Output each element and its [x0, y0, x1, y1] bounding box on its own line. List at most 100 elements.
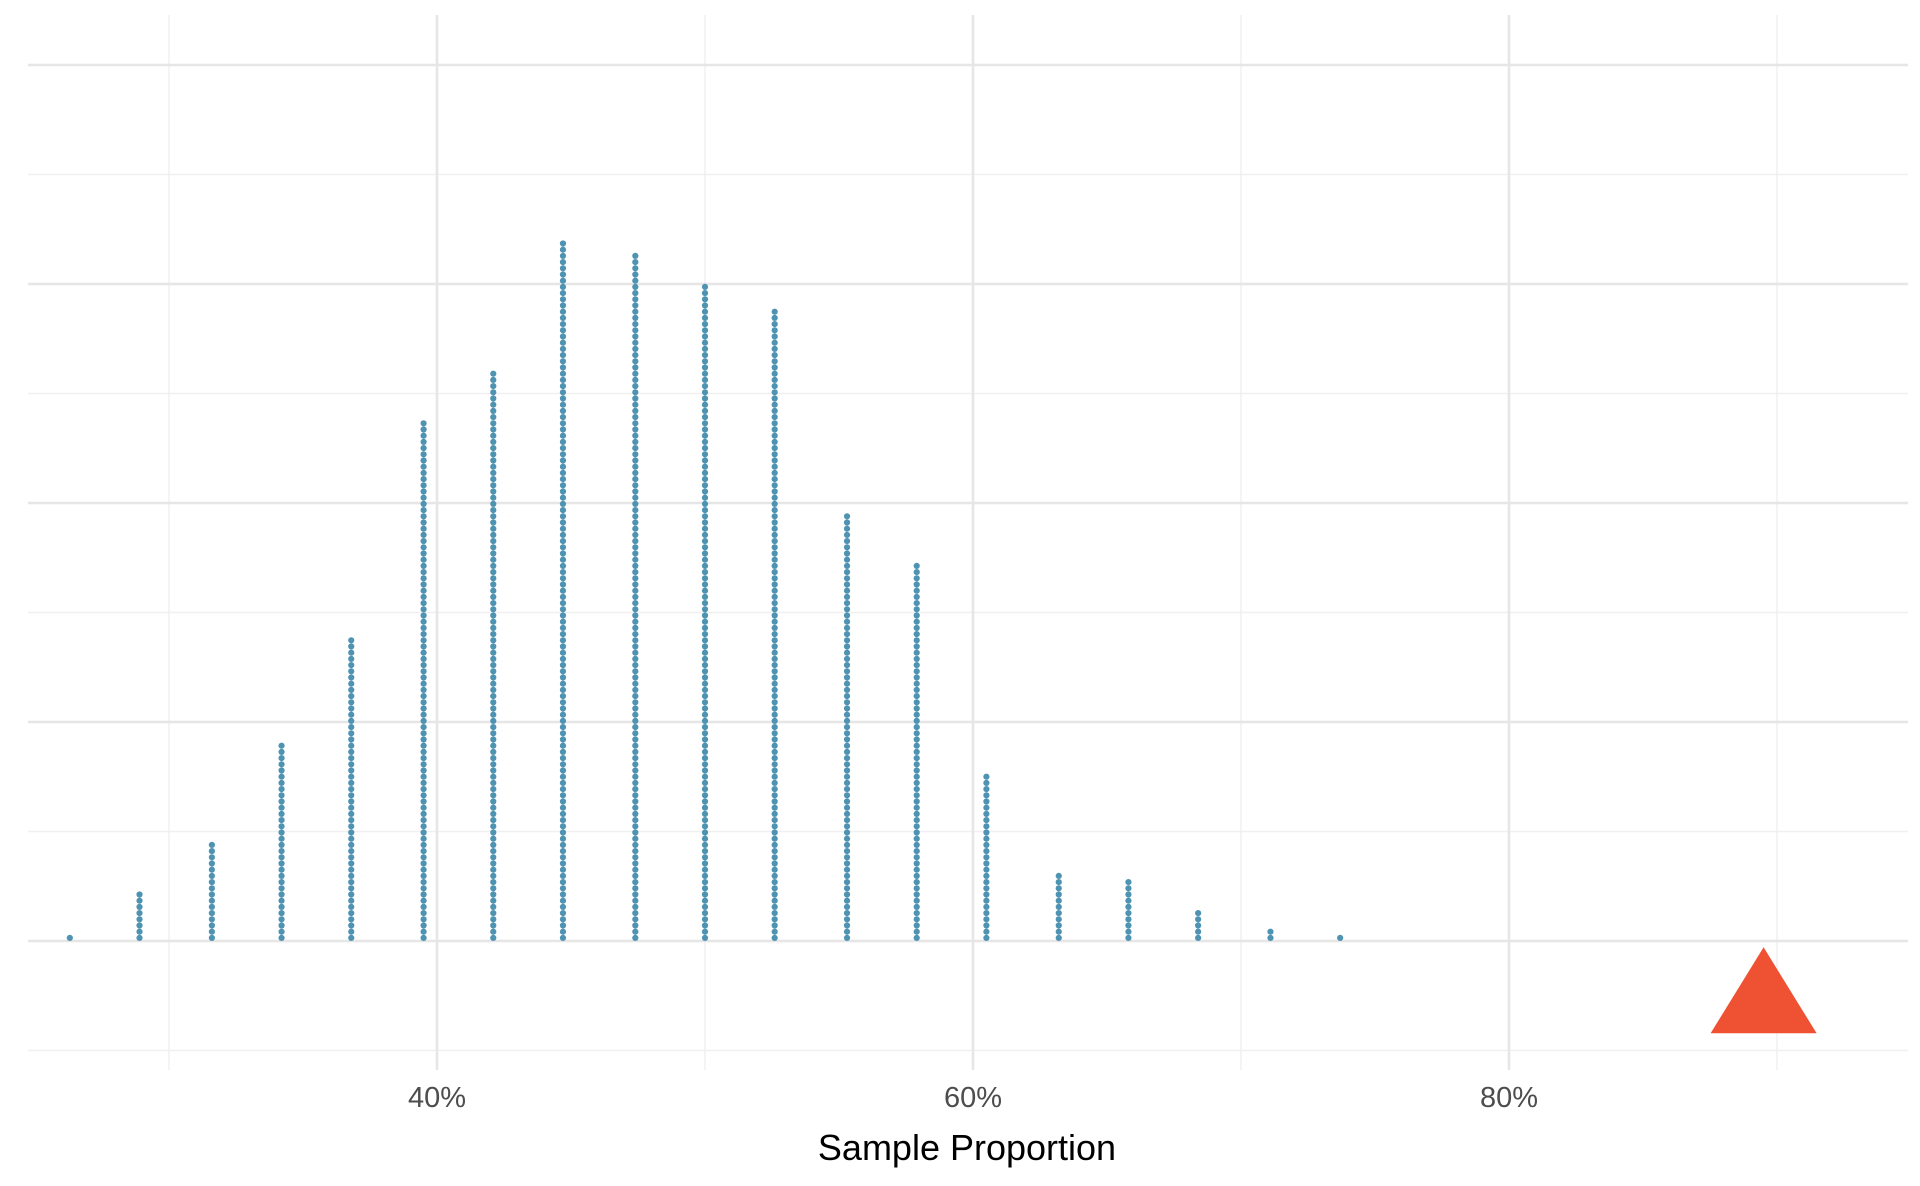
- data-dot: [983, 779, 990, 787]
- data-dot: [701, 364, 709, 371]
- data-dot: [843, 587, 851, 594]
- data-dot: [843, 860, 851, 867]
- data-dot: [420, 420, 427, 427]
- data-dot: [490, 631, 497, 638]
- dot-stack: [632, 252, 639, 942]
- data-dot: [420, 544, 427, 551]
- data-dot: [490, 438, 497, 445]
- data-dot: [843, 897, 851, 904]
- data-dot: [559, 705, 567, 712]
- data-dot: [559, 246, 567, 253]
- data-dot: [843, 556, 851, 563]
- data-dot: [913, 798, 920, 805]
- data-dot: [701, 457, 709, 464]
- data-dot: [420, 575, 427, 582]
- data-dot: [490, 389, 497, 396]
- data-dot: [771, 562, 778, 570]
- data-dot: [420, 823, 427, 830]
- data-dot: [559, 767, 567, 774]
- data-dot: [278, 823, 285, 830]
- data-dot: [490, 395, 497, 402]
- data-dot: [771, 531, 778, 539]
- data-dot: [490, 823, 497, 830]
- data-dot: [348, 699, 355, 706]
- data-dot: [701, 916, 709, 923]
- data-dot: [559, 736, 567, 743]
- data-dot: [559, 277, 567, 284]
- data-dot: [632, 680, 639, 687]
- data-dot: [771, 389, 778, 396]
- data-dot: [559, 240, 567, 247]
- data-dot: [632, 699, 639, 706]
- data-dot: [632, 358, 639, 365]
- data-dot: [490, 903, 497, 911]
- data-dot: [559, 395, 567, 402]
- data-dot: [490, 476, 497, 483]
- data-dot: [771, 624, 778, 632]
- x-axis-title: Sample Proportion: [818, 1127, 1116, 1168]
- data-dot: [420, 817, 427, 824]
- data-dot: [136, 897, 143, 904]
- data-dot: [559, 612, 567, 619]
- data-dot: [559, 910, 567, 917]
- data-dot: [632, 395, 639, 402]
- data-dot: [632, 717, 639, 725]
- data-dot: [559, 407, 567, 414]
- data-dot: [701, 420, 709, 427]
- data-dot: [559, 891, 567, 898]
- data-dot: [632, 252, 639, 259]
- data-dot: [701, 600, 709, 607]
- data-dot: [420, 711, 427, 718]
- data-dot: [771, 810, 778, 818]
- data-dot: [559, 637, 567, 644]
- dot-stack: [701, 283, 709, 942]
- data-dot: [420, 922, 427, 929]
- data-dot: [913, 705, 920, 712]
- data-dot: [843, 581, 851, 588]
- data-dot: [559, 339, 567, 346]
- data-dot: [1195, 922, 1202, 929]
- data-dot: [632, 879, 639, 886]
- data-dot: [701, 358, 709, 365]
- data-dot: [1125, 885, 1132, 892]
- data-dot: [559, 550, 567, 557]
- data-dot: [771, 798, 778, 805]
- data-dot: [771, 612, 778, 619]
- data-dot: [913, 934, 920, 942]
- data-dot: [490, 711, 497, 718]
- data-dot: [843, 531, 851, 539]
- data-dot: [771, 420, 778, 427]
- data-dot: [420, 519, 427, 526]
- data-dot: [348, 823, 355, 830]
- data-dot: [420, 724, 427, 731]
- dot-stack: [278, 742, 285, 942]
- data-dot: [420, 879, 427, 886]
- data-dot: [771, 482, 778, 489]
- data-dot: [490, 761, 497, 768]
- data-dot: [420, 451, 427, 458]
- data-dot: [771, 674, 778, 681]
- data-dot: [420, 581, 427, 588]
- data-dot: [771, 618, 778, 625]
- data-dot: [1125, 910, 1132, 917]
- data-dot: [701, 736, 709, 743]
- data-dot: [420, 773, 427, 780]
- data-dot: [348, 736, 355, 743]
- data-dot: [1055, 897, 1062, 904]
- data-dot: [843, 910, 851, 917]
- data-dot: [490, 730, 497, 737]
- x-axis-tick-labels: 40% 60% 80%: [408, 1082, 1538, 1114]
- data-dot: [559, 389, 567, 396]
- data-dot: [632, 569, 639, 576]
- data-dot: [1267, 934, 1274, 942]
- data-dot: [701, 426, 709, 433]
- data-dot: [348, 724, 355, 731]
- data-dot: [208, 891, 215, 898]
- data-dot: [208, 910, 215, 917]
- data-dot: [420, 550, 427, 557]
- data-dot: [771, 779, 778, 787]
- data-dot: [913, 736, 920, 743]
- data-dot: [278, 792, 285, 799]
- data-dot: [701, 810, 709, 818]
- data-dot: [632, 519, 639, 526]
